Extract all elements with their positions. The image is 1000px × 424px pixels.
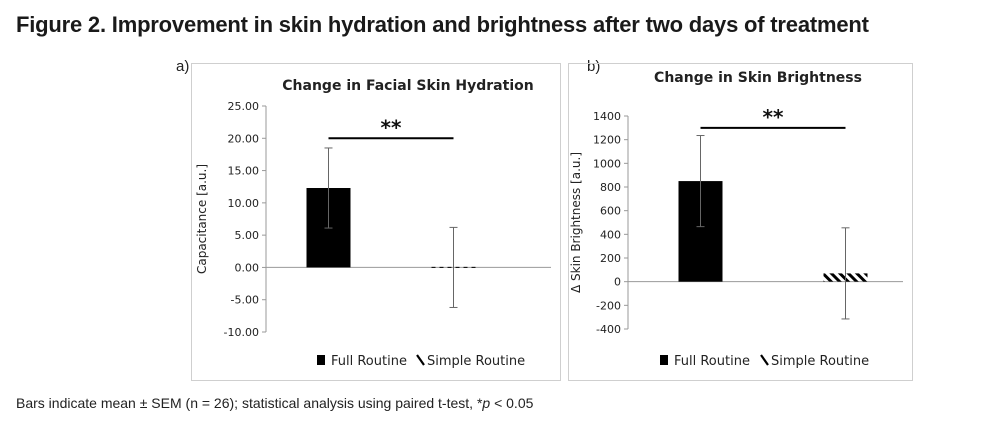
- legend-label-full: Full Routine: [331, 354, 407, 369]
- significance-label: **: [763, 105, 784, 129]
- y-tick-label: 1400: [593, 110, 621, 123]
- panel-label-a: a): [176, 58, 190, 75]
- legend-label-simple: Simple Routine: [771, 354, 869, 369]
- y-tick-label: 600: [600, 205, 621, 218]
- y-tick-label: 25.00: [228, 100, 260, 113]
- legend-label-full: Full Routine: [674, 354, 750, 369]
- y-tick-label: -200: [596, 299, 621, 312]
- y-tick-label: 0: [614, 276, 621, 289]
- y-tick-label: 0.00: [235, 261, 260, 274]
- y-tick-label: 200: [600, 252, 621, 265]
- legend-swatch-full: [660, 355, 668, 365]
- y-tick-label: 800: [600, 181, 621, 194]
- panel-label-b: b): [587, 58, 601, 75]
- legend-swatch-simple: [416, 354, 425, 366]
- significance-label: **: [381, 115, 402, 139]
- legend-swatch-full: [317, 355, 325, 365]
- footnote-threshold: < 0.05: [490, 395, 534, 411]
- legend-swatch-simple: [760, 354, 769, 366]
- y-tick-label: 5.00: [235, 229, 260, 242]
- footnote-p-italic: p: [482, 395, 491, 411]
- legend-label-simple: Simple Routine: [427, 354, 525, 369]
- hydration-chart: Change in Facial Skin Hydration -10.00 -5.…: [191, 63, 561, 381]
- y-tick-label: 1000: [593, 157, 621, 170]
- footnote-text: Bars indicate mean ± SEM (n = 26); stati…: [16, 395, 483, 411]
- y-tick-label: 10.00: [228, 197, 260, 210]
- figure-title: Figure 2. Improvement in skin hydration …: [16, 12, 869, 37]
- chart-border: [191, 63, 561, 381]
- chart-title: Change in Facial Skin Hydration: [282, 78, 533, 94]
- brightness-chart: Change in Skin Brightness -400 -200 0 200 400…: [568, 63, 913, 381]
- chart-border: [568, 63, 913, 381]
- y-tick-label: -400: [596, 323, 621, 336]
- y-tick-label: 1200: [593, 134, 621, 147]
- chart-title: Change in Skin Brightness: [654, 70, 862, 86]
- figure-footnote: Bars indicate mean ± SEM (n = 26); stati…: [16, 395, 533, 411]
- chart-panel-b: Change in Skin Brightness -400 -200 0 200 400…: [568, 63, 913, 381]
- y-tick-label: 20.00: [228, 132, 260, 145]
- y-tick-label: -5.00: [231, 294, 259, 307]
- y-tick-label: 15.00: [228, 165, 260, 178]
- y-tick-label: 400: [600, 228, 621, 241]
- chart-panel-a: Change in Facial Skin Hydration -10.00 -5.…: [191, 63, 561, 381]
- y-axis-label: Δ Skin Brightness [a.u.]: [569, 152, 583, 293]
- y-axis-label: Capacitance [a.u.]: [195, 164, 209, 274]
- y-tick-label: -10.00: [224, 326, 259, 339]
